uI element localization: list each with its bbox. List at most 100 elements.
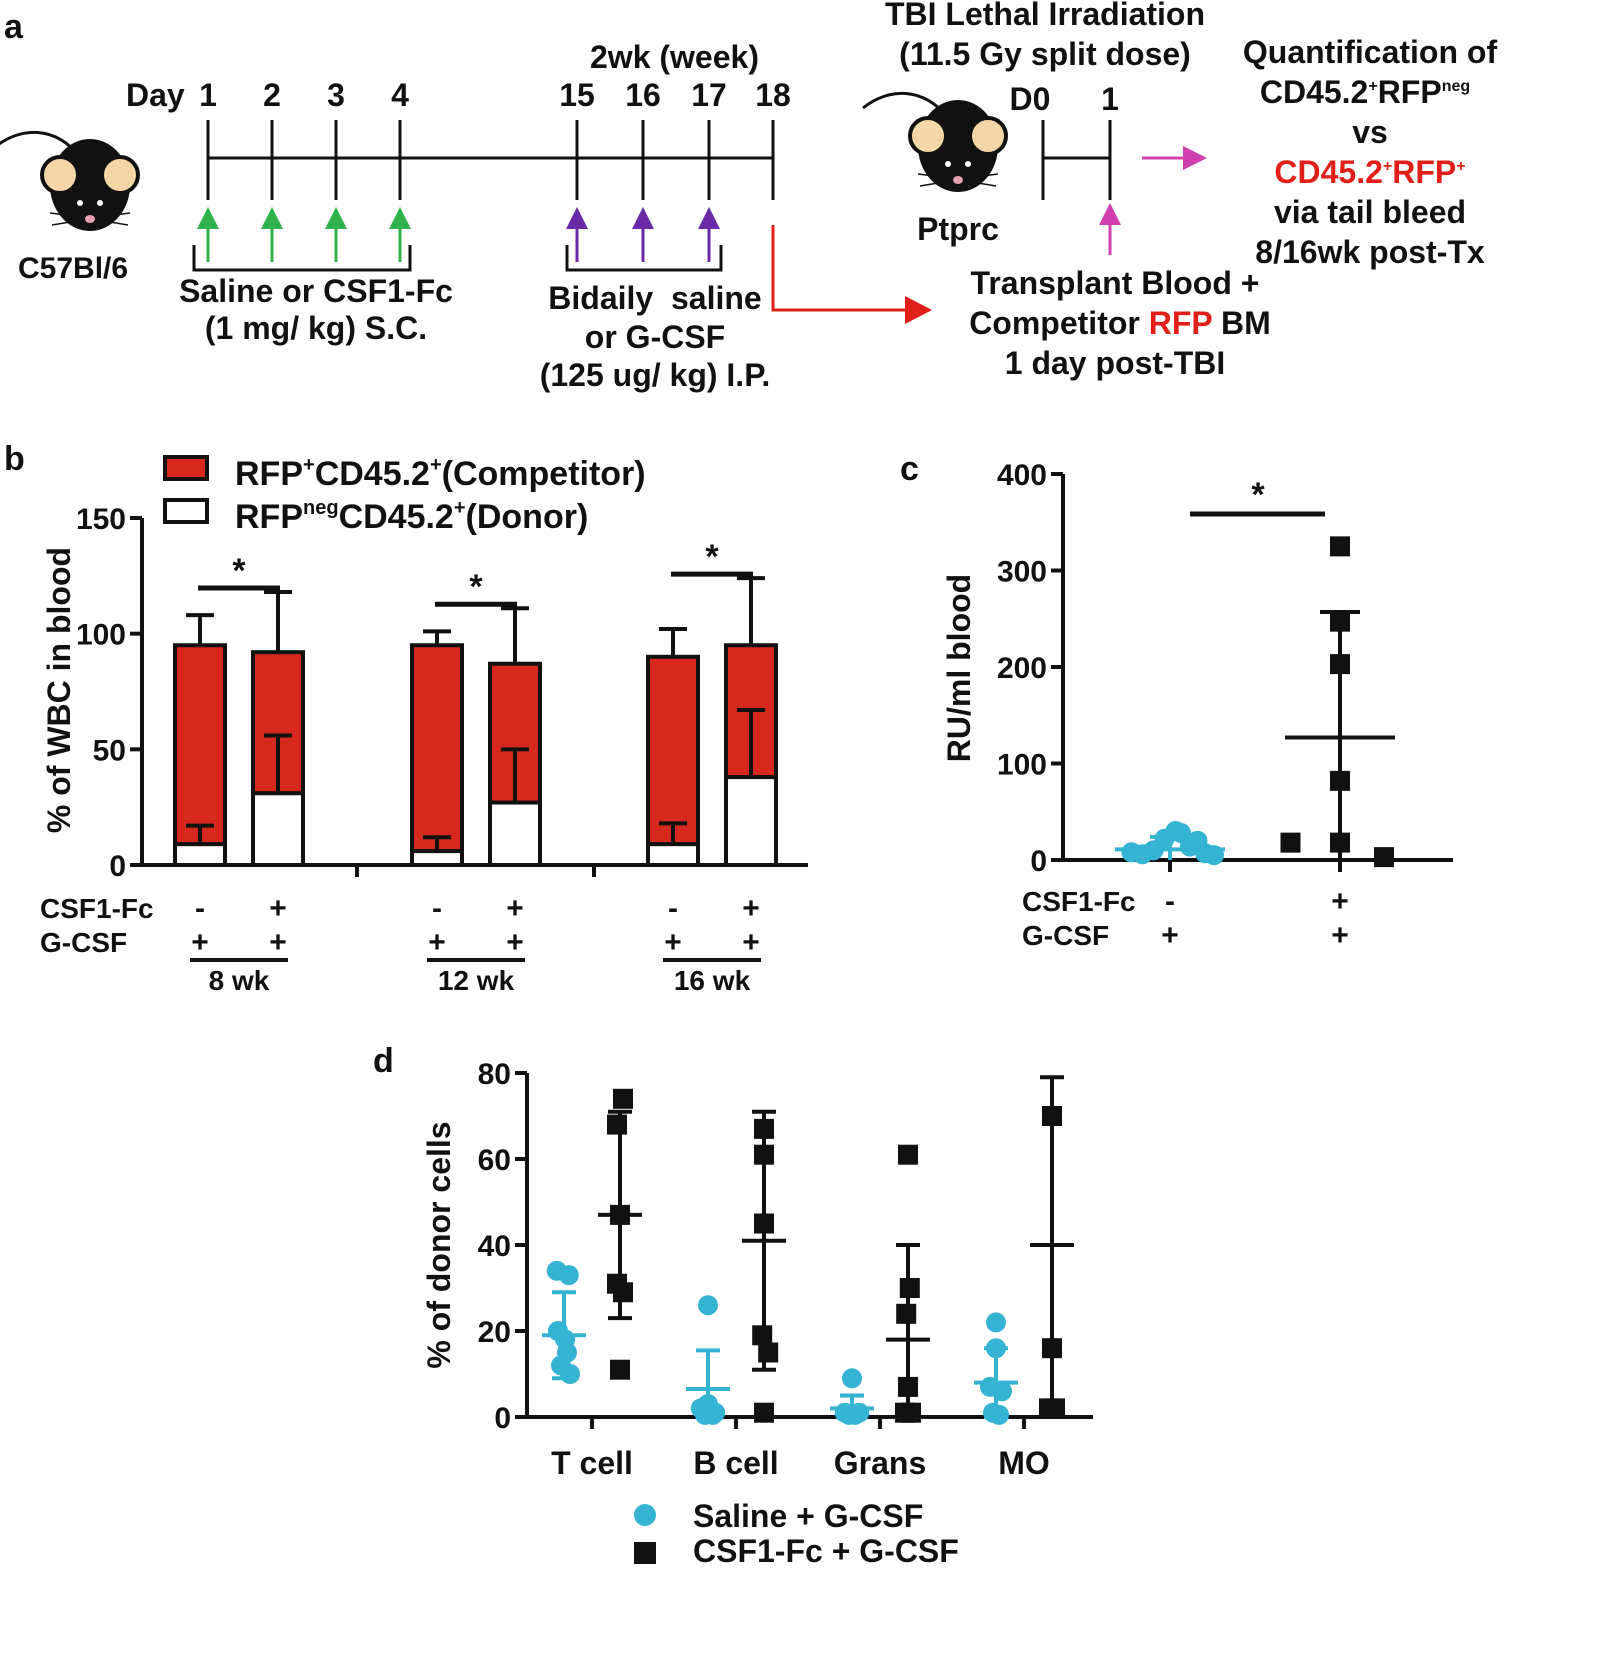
quant-red-rfp: RFP <box>1392 154 1456 190</box>
legend-saline-marker <box>634 1504 656 1526</box>
b-sig-star-2: * <box>705 538 719 576</box>
d-point-0-2-0 <box>842 1368 862 1389</box>
arrow-head-day-4 <box>389 207 411 229</box>
b-csf1-sign-1-1: + <box>506 892 524 925</box>
b-group-label-0: 8 wk <box>209 965 270 996</box>
c-csf1-sign-1: + <box>1331 885 1349 918</box>
quant-rfp: RFP <box>1378 74 1442 110</box>
legend-comp-sup2: + <box>430 454 442 476</box>
bracket-gcsf <box>565 245 723 272</box>
transplant-rfp: RFP <box>1149 305 1213 341</box>
quant-line2: CD45.2+RFPneg <box>1260 74 1470 110</box>
arrow-head-day-16 <box>632 207 654 229</box>
transplant-line2a: Competitor <box>969 305 1149 341</box>
c-gcsf-sign-0: + <box>1161 919 1179 952</box>
red-arrow-head <box>905 296 932 324</box>
c-point-1-1 <box>1330 536 1350 557</box>
bidaily-line2: or G-CSF <box>585 319 725 355</box>
c-csf1-sign-0: - <box>1165 885 1175 918</box>
d-point-1-2-0 <box>898 1144 918 1165</box>
bidaily-line3: (125 ug/ kg) I.P. <box>540 357 771 393</box>
c-sig-star: * <box>1251 476 1265 514</box>
quant-sup2: + <box>1383 158 1392 175</box>
d-ytick-label-60: 60 <box>478 1144 511 1177</box>
b-bar-competitor-1-0 <box>410 643 464 854</box>
d-category-label-1: B cell <box>693 1445 778 1481</box>
b-gcsf-sign-0-1: + <box>269 926 287 959</box>
d-point-1-3-3 <box>1045 1398 1065 1419</box>
b-sig-star-0: * <box>232 552 246 590</box>
panel-c: c RU/ml blood CSF1-Fc G-CSF 0 100 200 300 40… <box>900 450 1453 952</box>
b-row-label-gcsf: G-CSF <box>40 927 127 958</box>
transplant-line2: Competitor RFP BM <box>969 305 1271 341</box>
panel-label-c: c <box>900 450 919 488</box>
c-ytick-label-300: 300 <box>997 556 1047 589</box>
d-point-0-1-5 <box>702 1404 723 1425</box>
mouse-ptprc-icon <box>861 91 1008 194</box>
day-label-15: 15 <box>559 77 595 113</box>
c-point-1-0 <box>1280 832 1301 853</box>
b-group-label-1: 12 wk <box>438 965 515 996</box>
transplant-line1: Transplant Blood + <box>971 265 1260 301</box>
c-ytick-label-100: 100 <box>997 749 1047 782</box>
b-csf1-sign-1-0: - <box>432 892 442 925</box>
d-point-0-3-5 <box>989 1404 1009 1425</box>
day-label-17: 17 <box>691 77 727 113</box>
b-ytick-label-150: 150 <box>76 503 126 536</box>
chart-d: 0 20 40 60 80 T cell B cell Grans MO <box>478 1058 1093 1481</box>
quant-line3: CD45.2+RFP+ <box>1274 154 1465 190</box>
d-ytick-label-0: 0 <box>494 1402 511 1435</box>
legend-comp-c: (Competitor) <box>442 455 646 493</box>
d-point-0-0-5 <box>551 1355 571 1376</box>
transplant-line3: 1 day post-TBI <box>1005 345 1225 381</box>
quant-arrow-head <box>1183 146 1207 170</box>
d-point-1-1-5 <box>754 1402 774 1423</box>
arrow-head-day-2 <box>261 207 283 229</box>
panel-label-b: b <box>4 440 25 478</box>
legend-donor: RFPnegCD45.2+(Donor) <box>235 497 588 536</box>
b-sig-star-1: * <box>469 568 483 606</box>
arrow-head-day-15 <box>566 207 588 229</box>
d-point-0-1-0 <box>698 1295 718 1316</box>
d-point-1-0-4 <box>613 1282 633 1303</box>
b-bar-donor-1-0 <box>410 849 464 867</box>
day-label-3: 3 <box>327 77 345 113</box>
legend-comp-b: CD45.2 <box>315 455 430 493</box>
legend-saline: Saline + G-CSF <box>693 1498 923 1534</box>
c-row-label-gcsf: G-CSF <box>1022 920 1109 951</box>
b-csf1-sign-0-1: + <box>269 892 287 925</box>
b-bar-donor-1-1 <box>488 800 542 867</box>
b-bar-donor-0-0 <box>173 842 227 867</box>
b-bar-donor-2-1 <box>724 775 778 867</box>
d-point-0-0-1 <box>558 1265 579 1286</box>
legend-donor-b: CD45.2 <box>339 498 454 536</box>
arrow-head-day-3 <box>325 207 347 229</box>
c-ylabel: RU/ml blood <box>941 574 977 762</box>
quant-vs: vs <box>1352 114 1388 150</box>
mouse-c57-icon <box>0 130 140 233</box>
tbi-line1: TBI Lethal Irradiation <box>885 0 1205 32</box>
d-point-1-1-4 <box>758 1342 779 1363</box>
c-gcsf-sign-1: + <box>1331 919 1349 952</box>
day-label-18: 18 <box>755 77 791 113</box>
timeline-days: 1 2 3 4 15 16 17 18 <box>199 77 791 200</box>
d-point-1-0-0 <box>613 1088 633 1109</box>
legend-csf1: CSF1-Fc + G-CSF <box>693 1533 959 1569</box>
d-category-label-0: T cell <box>551 1445 633 1481</box>
saline-csf1-line2: (1 mg/ kg) S.C. <box>205 310 427 346</box>
two-week-label: 2wk (week) <box>590 39 759 75</box>
red-arrow-to-transplant <box>771 225 905 312</box>
transplant-line2b: BM <box>1212 305 1271 341</box>
d-ytick-label-40: 40 <box>478 1230 511 1263</box>
quant-cd: CD45.2 <box>1260 74 1369 110</box>
b-csf1-sign-2-1: + <box>742 892 760 925</box>
panel-d: d % of donor cells 0 20 40 60 80 T cell B cell… <box>373 1042 1093 1569</box>
d-point-1-0-1 <box>607 1114 627 1135</box>
quant-sup1: + <box>1368 78 1377 95</box>
quant-line5: 8/16wk post-Tx <box>1255 234 1485 270</box>
c-row-label-csf1: CSF1-Fc <box>1022 886 1136 917</box>
b-csf1-sign-0-0: - <box>195 892 205 925</box>
legend-donor-sup1: neg <box>303 497 339 519</box>
day-label-2: 2 <box>263 77 281 113</box>
